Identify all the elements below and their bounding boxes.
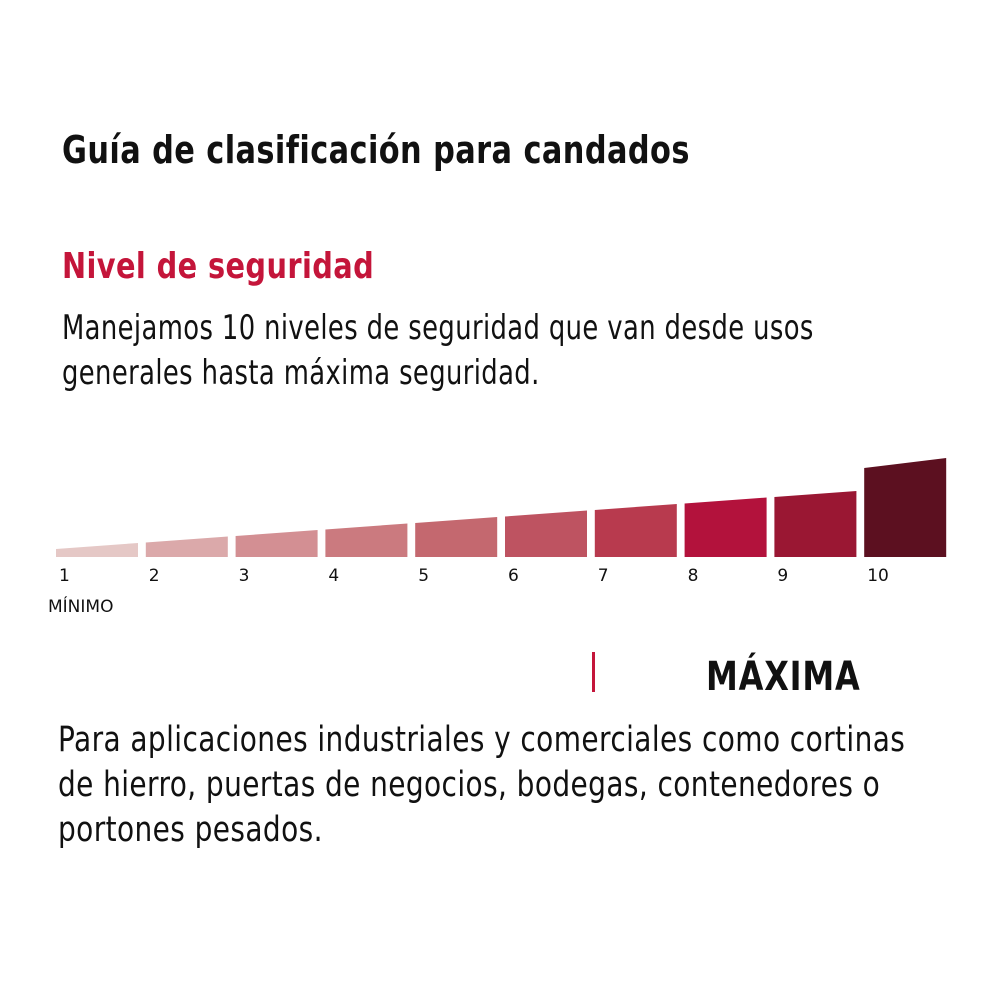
bar-level-10 [864, 458, 947, 557]
tick-label-10: 10 [867, 566, 889, 586]
tick-label-2: 2 [149, 566, 160, 586]
tick-label-7: 7 [598, 566, 609, 586]
level-description: Para aplicaciones industriales y comerci… [58, 720, 906, 850]
bar-level-2 [145, 536, 228, 557]
section-subtitle: Nivel de seguridad [62, 246, 375, 287]
tick-label-1: 1 [59, 566, 70, 586]
bars-group [56, 458, 947, 557]
security-level-chart: 1 2 3 4 5 6 7 8 9 10 MÍNIMO [48, 458, 947, 617]
tick-label-3: 3 [239, 566, 250, 586]
bar-level-4 [325, 523, 408, 557]
tick-label-9: 9 [777, 566, 788, 586]
page-title: Guía de clasificación para candados [62, 128, 690, 172]
tick-label-4: 4 [328, 566, 339, 586]
bar-level-7 [594, 504, 677, 557]
bar-level-8 [684, 497, 767, 557]
bar-level-6 [505, 510, 587, 557]
section-description: Manejamos 10 niveles de seguridad que va… [62, 308, 814, 393]
tick-label-5: 5 [418, 566, 429, 586]
bar-level-3 [235, 530, 318, 557]
bar-level-5 [415, 517, 498, 557]
tick-label-6: 6 [508, 566, 519, 586]
level-marker [592, 652, 595, 692]
bar-level-1 [56, 543, 138, 557]
bar-level-9 [774, 491, 857, 557]
min-label: MÍNIMO [48, 595, 113, 617]
level-name: MÁXIMA [706, 654, 861, 700]
tick-labels-group: 1 2 3 4 5 6 7 8 9 10 [59, 566, 889, 586]
tick-label-8: 8 [688, 566, 699, 586]
